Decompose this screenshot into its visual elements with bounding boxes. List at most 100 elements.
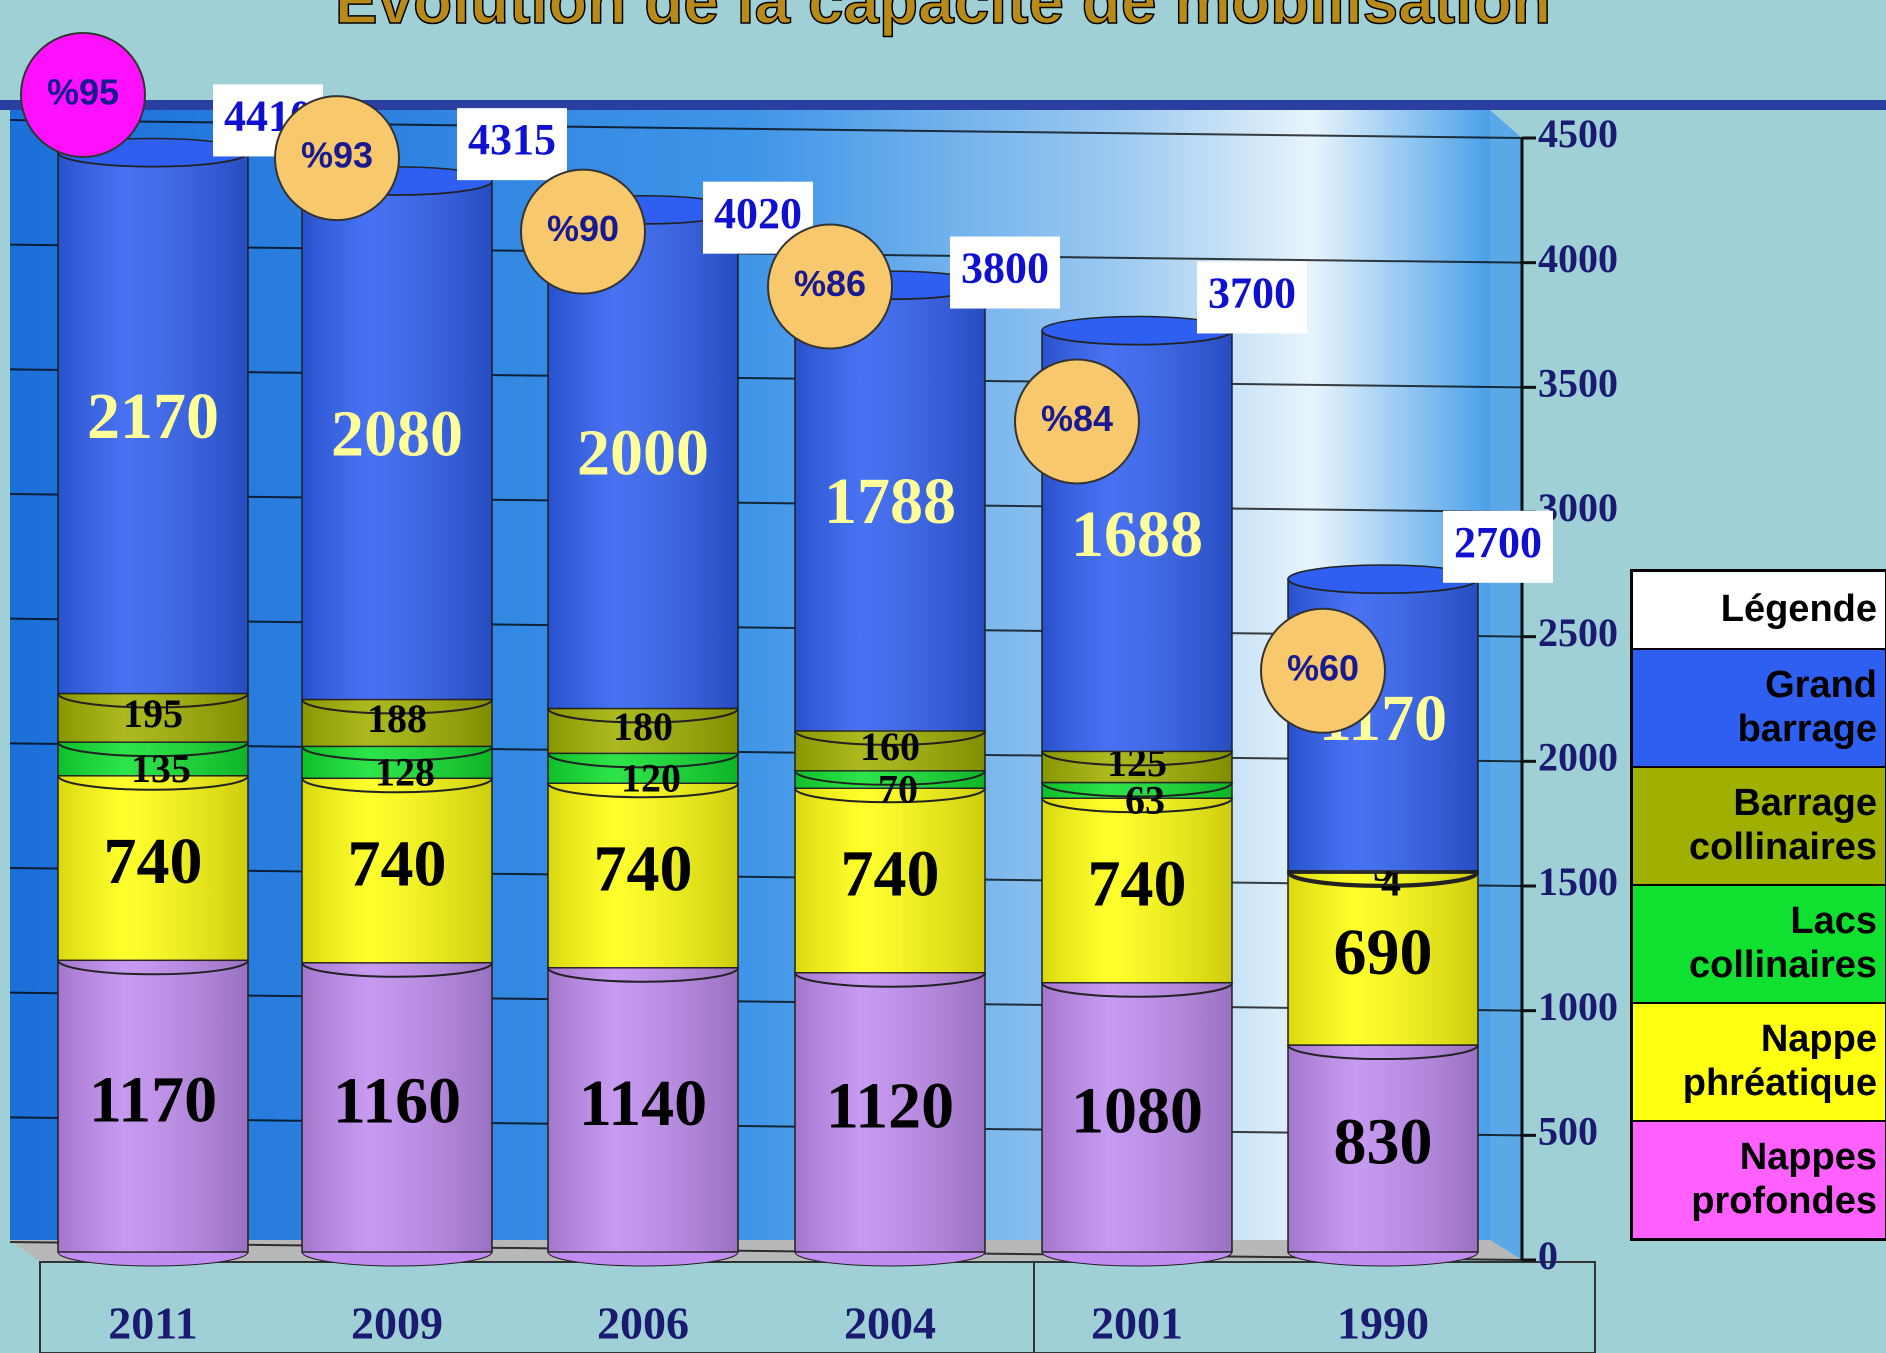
cylinder-shade (1042, 798, 1232, 983)
cylinder-shade (795, 788, 985, 973)
total-box (1443, 510, 1553, 583)
grid-line (9, 867, 1523, 887)
segment-edge (547, 967, 739, 983)
percentage-label: %90 (547, 208, 619, 249)
y-tick-label: 2500 (1538, 610, 1618, 655)
segment-label: 1140 (579, 1067, 707, 1140)
segment-label: 70 (878, 767, 918, 812)
cylinder-shade (548, 783, 738, 968)
total-box (457, 108, 567, 181)
legend-entry: Barrage collinaires (1633, 766, 1885, 884)
cylinder-shade (302, 778, 492, 963)
cylinder-shade (548, 708, 738, 754)
segment-label: 1120 (826, 1070, 954, 1143)
segment-edge (1041, 982, 1233, 998)
y-tick-label: 3500 (1538, 361, 1618, 406)
segment-edge (1041, 751, 1233, 767)
percentage-label: %86 (794, 263, 866, 304)
segment-label: 740 (841, 838, 940, 911)
segment-label: 2170 (87, 380, 219, 453)
segment-edge (57, 960, 249, 976)
segment-edge (547, 753, 739, 769)
segment-label: 740 (348, 828, 447, 901)
percentage-circle (1014, 358, 1140, 485)
segment-edge (1041, 797, 1233, 814)
segment-label: 740 (104, 825, 203, 898)
cylinder-shade (1042, 982, 1232, 1252)
percentage-circle (20, 32, 146, 158)
cylinder-shade (58, 693, 248, 743)
grid-line (9, 493, 1523, 513)
segment-edge (57, 775, 249, 791)
percentage-label: %60 (1287, 647, 1359, 688)
x-tick-label: 2009 (351, 1298, 443, 1349)
grid-line (9, 742, 1523, 763)
segment-edge (1041, 782, 1233, 798)
total-label: 4020 (714, 189, 802, 238)
total-label: 3800 (961, 244, 1049, 293)
segment-edge (57, 741, 249, 758)
top-band (0, 100, 1886, 110)
segment-edge (1287, 1044, 1479, 1061)
segment-edge (301, 746, 493, 762)
segment-edge (794, 787, 986, 804)
cylinder-shade (58, 775, 248, 961)
y-tick-label: 4000 (1538, 236, 1618, 281)
segment-edge (301, 699, 493, 715)
total-box (1197, 261, 1307, 334)
y-tick-label: 1000 (1538, 984, 1618, 1029)
legend-entry: Grand barrage (1633, 648, 1885, 766)
segment-label: 1160 (333, 1065, 461, 1138)
segment-label: 1688 (1071, 498, 1203, 571)
grid-line (9, 617, 1523, 638)
percentage-circle (274, 95, 400, 222)
segment-label: 128 (375, 749, 435, 794)
legend-entry: Nappe phréatique (1633, 1002, 1885, 1120)
cylinder-shade (795, 285, 985, 731)
y-tick-label: 0 (1538, 1233, 1558, 1278)
segment-label: 830 (1334, 1106, 1433, 1179)
segment-label: 195 (123, 691, 183, 736)
legend-entry: Nappes profondes (1633, 1120, 1885, 1238)
side-wall (1490, 110, 1522, 1260)
percentage-circle (1260, 607, 1386, 734)
legend-title: Légende (1720, 588, 1877, 631)
segment-edge (1287, 871, 1479, 888)
segment-label: 740 (594, 833, 693, 906)
x-tick-label: 2004 (844, 1298, 936, 1349)
y-tick-label: 1500 (1538, 859, 1618, 904)
x-tick-label: 2006 (597, 1298, 689, 1349)
segment-edge (301, 778, 493, 794)
category-box (39, 1261, 1596, 1353)
cylinder-shade (795, 730, 985, 771)
cylinder-shade (58, 152, 248, 694)
grid-line (9, 1241, 1523, 1261)
segment-edge (1287, 870, 1479, 886)
segment-edge (57, 693, 249, 709)
legend: Légende Grand barrage Barrage collinaires… (1630, 569, 1886, 1241)
segment-edge (301, 962, 493, 978)
x-tick-label: 2011 (108, 1298, 197, 1349)
cylinder-shade (1042, 751, 1232, 783)
segment-edge (547, 783, 739, 799)
x-tick-label: 2001 (1091, 1298, 1183, 1349)
cylinder-shade (1288, 1045, 1478, 1252)
segment-label: 63 (1125, 778, 1165, 823)
grid-line (9, 368, 1523, 389)
segment-label: 135 (131, 746, 191, 791)
percentage-circle (520, 168, 646, 295)
total-label: 4315 (468, 115, 556, 164)
segment-label: 690 (1334, 916, 1433, 989)
segment-label: 1788 (824, 465, 956, 538)
cylinder-shade (1288, 873, 1478, 1046)
segment-label: 740 (1088, 848, 1187, 921)
segment-label: 188 (367, 696, 427, 741)
segment-label: 1170 (89, 1063, 217, 1136)
percentage-label: %93 (301, 135, 373, 176)
segment-label: 1080 (1071, 1075, 1203, 1148)
percentage-label: %95 (47, 72, 119, 113)
x-tick-label: 1990 (1337, 1298, 1429, 1349)
segment-edge (794, 972, 986, 988)
cylinder-shade (302, 962, 492, 1252)
